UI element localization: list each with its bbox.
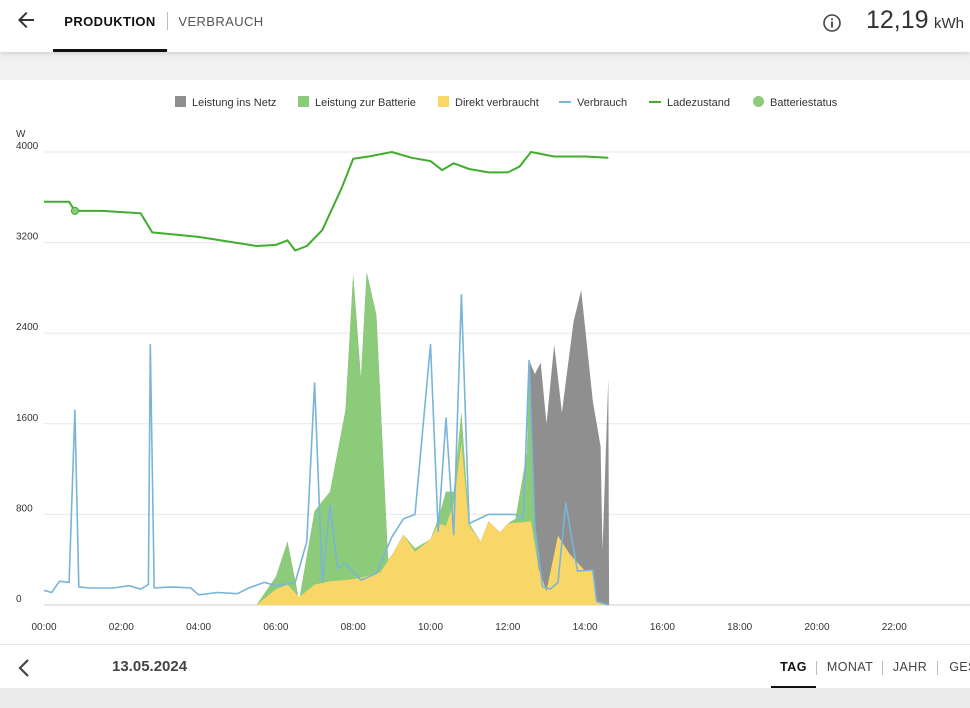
x-tick-label: 06:00 bbox=[263, 622, 288, 633]
legend-swatch bbox=[298, 96, 309, 107]
period-tab-label: TAG bbox=[780, 660, 807, 674]
area-direkt-verbraucht bbox=[256, 443, 609, 605]
period-tab-label: JAHR bbox=[892, 660, 928, 674]
legend-label: Ladezustand bbox=[667, 97, 730, 109]
legend-item-verbrauch[interactable]: Verbrauch bbox=[559, 94, 627, 112]
total-energy-unit: kWh bbox=[934, 15, 964, 32]
y-tick-label: 2400 bbox=[16, 322, 39, 333]
back-arrow-icon[interactable] bbox=[14, 8, 38, 32]
footer-band bbox=[0, 688, 970, 708]
legend-label: Leistung zur Batterie bbox=[315, 97, 416, 109]
x-tick-label: 12:00 bbox=[495, 622, 520, 633]
period-divider bbox=[937, 661, 938, 675]
chart-lines bbox=[43, 151, 609, 606]
separator-band bbox=[0, 52, 970, 80]
tab-verbrauch[interactable]: VERBRAUCH bbox=[168, 0, 274, 52]
period-tab-gesamt[interactable]: GES bbox=[943, 645, 970, 689]
date-navigation-bar: 13.05.2024 TAG MONAT JAHR GES bbox=[0, 644, 970, 689]
period-tab-label: MONAT bbox=[826, 660, 874, 674]
battery-status-point bbox=[70, 206, 79, 215]
y-tick-label: 3200 bbox=[16, 232, 39, 243]
x-tick-label: 22:00 bbox=[882, 622, 907, 633]
tab-divider bbox=[167, 12, 168, 30]
legend-item-direkt-verbraucht[interactable]: Direkt verbraucht bbox=[438, 94, 539, 112]
x-tick-label: 18:00 bbox=[727, 622, 752, 633]
period-divider bbox=[882, 661, 883, 675]
legend-label: Leistung ins Netz bbox=[192, 97, 277, 109]
period-tab-jahr[interactable]: JAHR bbox=[885, 645, 935, 689]
tab-produktion-label: PRODUKTION bbox=[64, 14, 156, 29]
x-tick-label: 20:00 bbox=[804, 622, 829, 633]
area-leistung-zur-batterie bbox=[256, 272, 609, 605]
period-tab-monat[interactable]: MONAT bbox=[823, 645, 877, 689]
legend-label: Direkt verbraucht bbox=[455, 97, 539, 109]
legend-label: Verbrauch bbox=[577, 97, 628, 109]
x-tick-label: 08:00 bbox=[341, 622, 366, 633]
x-tick-label: 16:00 bbox=[650, 622, 675, 633]
tab-verbrauch-label: VERBRAUCH bbox=[178, 14, 264, 29]
info-icon[interactable] bbox=[822, 13, 842, 33]
current-date: 13.05.2024 bbox=[112, 658, 188, 675]
chart-legend: Leistung ins Netz Leistung zur Batterie … bbox=[0, 94, 970, 112]
legend-swatch bbox=[559, 101, 571, 103]
y-tick-label: 4000 bbox=[16, 141, 39, 152]
y-axis-labels: 0 800 1600 2400 3200 4000 bbox=[16, 141, 39, 605]
x-tick-label: 10:00 bbox=[418, 622, 443, 633]
top-bar: PRODUKTION VERBRAUCH 12,19 kWh bbox=[0, 0, 970, 52]
legend-label: Batteriestatus bbox=[770, 97, 838, 109]
legend-swatch bbox=[438, 96, 449, 107]
total-energy-value: 12,19 bbox=[866, 6, 929, 34]
period-tab-label: GES bbox=[949, 660, 970, 674]
y-tick-label: 1600 bbox=[16, 413, 39, 424]
y-tick-label: 800 bbox=[16, 503, 33, 514]
legend-item-batteriestatus[interactable]: Batteriestatus bbox=[753, 94, 837, 112]
x-tick-label: 04:00 bbox=[186, 622, 211, 633]
line-ladezustand bbox=[44, 151, 609, 252]
legend-item-leistung-ins-netz[interactable]: Leistung ins Netz bbox=[175, 94, 276, 112]
period-divider bbox=[816, 661, 817, 675]
x-axis-labels: 00:00 02:00 04:00 06:00 08:00 10:00 12:00 14:00… bbox=[31, 622, 907, 633]
period-tab-tag[interactable]: TAG bbox=[771, 645, 816, 689]
legend-swatch bbox=[175, 96, 186, 107]
chart-areas bbox=[256, 272, 610, 605]
x-tick-label: 14:00 bbox=[573, 622, 598, 633]
previous-day-chevron-icon[interactable] bbox=[14, 657, 36, 679]
legend-item-leistung-zur-batterie[interactable]: Leistung zur Batterie bbox=[298, 94, 416, 112]
tab-produktion[interactable]: PRODUKTION bbox=[53, 0, 167, 52]
energy-chart: 0 800 1600 2400 3200 4000 00:00 02:00 04:00 06:0… bbox=[16, 129, 970, 633]
legend-item-ladezustand[interactable]: Ladezustand bbox=[649, 94, 730, 112]
legend-swatch bbox=[649, 101, 661, 103]
line-verbrauch bbox=[43, 293, 609, 606]
x-tick-label: 00:00 bbox=[31, 622, 56, 633]
y-axis-unit: W bbox=[16, 129, 26, 140]
legend-swatch bbox=[753, 96, 764, 107]
x-tick-label: 02:00 bbox=[109, 622, 134, 633]
y-tick-label: 0 bbox=[16, 594, 22, 605]
